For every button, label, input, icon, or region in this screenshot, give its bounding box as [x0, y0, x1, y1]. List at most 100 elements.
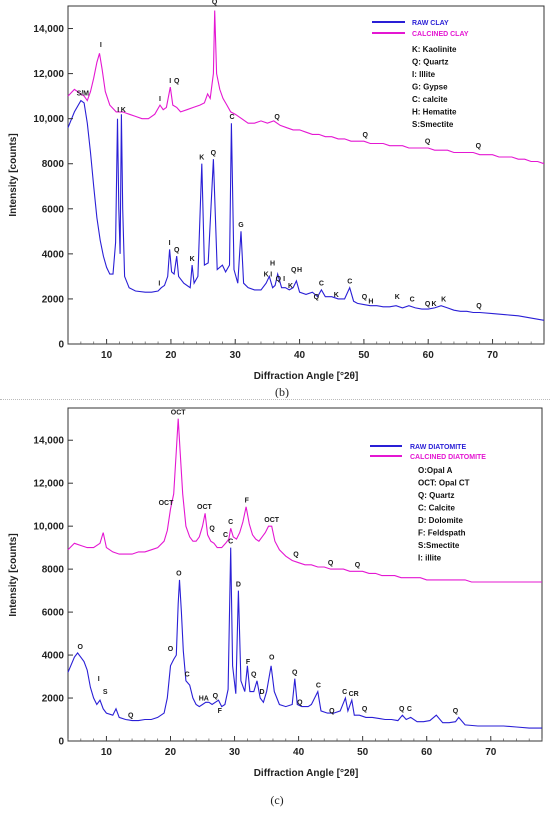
peak-label: I: [100, 42, 102, 49]
series-layer: [67, 10, 545, 321]
x-tick-label: 30: [229, 747, 241, 758]
peak-label: Q: [211, 150, 217, 157]
peak-label: C: [229, 114, 234, 121]
peak-label: C: [410, 296, 415, 303]
mineral-key: O:Opal A OCT: Opal CT Q: Quartz C: Calcite D…: [418, 466, 470, 563]
y-tick-label: 0: [58, 340, 64, 351]
peak-label: I: [117, 107, 119, 114]
y-tick-label: 12,000: [33, 479, 64, 490]
peak-label: K: [190, 256, 195, 263]
y-tick-label: 14,000: [33, 436, 64, 447]
x-tick-label: 10: [101, 350, 113, 361]
peak-label: I: [159, 96, 161, 103]
peak-label: F: [246, 659, 251, 666]
peak-label: O: [269, 655, 275, 662]
y-tick-label: 14,000: [33, 24, 64, 35]
peak-label: Q: [355, 562, 361, 569]
mineral-key-entry: Q: Quartz: [418, 491, 454, 500]
peak-label: Q: [174, 78, 180, 85]
legend-label-calcined-clay: CALCINED CLAY: [412, 31, 469, 38]
mineral-key-entry: K: Kaolinite: [412, 45, 457, 54]
peak-label: Q: [425, 139, 431, 146]
panel-divider: [0, 399, 550, 400]
peak-label: K: [264, 272, 269, 279]
peak-label: I: [169, 78, 171, 85]
peak-label: Q: [212, 0, 218, 6]
peak-label: D: [236, 581, 241, 588]
peak-label: Q: [476, 143, 482, 150]
mineral-key-entry: Q: Quartz: [412, 58, 448, 67]
x-axis-title: Diffraction Angle [°2θ]: [254, 768, 359, 779]
series-layer: [67, 418, 542, 729]
y-tick-label: 8000: [42, 565, 65, 576]
y-axis: 0 2000 4000 6000 8000 10,000 12,000 14,000: [33, 24, 73, 351]
mineral-key-entry: S:Smectite: [412, 120, 454, 129]
x-tick-label: 10: [101, 747, 113, 758]
y-tick-label: 4000: [42, 249, 65, 260]
series-line-raw: [67, 547, 542, 729]
y-tick-label: 10,000: [33, 522, 64, 533]
peak-label: OCT: [159, 500, 175, 507]
peak-label: O: [77, 644, 83, 651]
y-tick-label: 0: [58, 737, 64, 748]
series-line-raw: [67, 99, 545, 321]
peak-label: Q: [213, 693, 219, 700]
peak-label: O: [176, 571, 182, 578]
mineral-key-entry: I: illite: [418, 554, 442, 563]
peak-label: C: [228, 538, 233, 545]
peak-label: Q: [329, 708, 335, 715]
peak-label: Q: [174, 247, 180, 254]
x-tick-label: 70: [487, 350, 499, 361]
mineral-key-entry: F: Feldspath: [418, 529, 466, 538]
peak-label: OCT: [264, 517, 280, 524]
y-tick-label: 8000: [42, 159, 65, 170]
legend: RAW DIATOMITE CALCINED DIATOMITE: [370, 444, 486, 461]
mineral-key-entry: H: Hematite: [412, 108, 457, 117]
peak-label: Q: [314, 294, 320, 301]
peak-label: C: [223, 532, 228, 539]
x-axis: 10 20 30 40 50 60 70: [67, 339, 545, 361]
peak-label: K: [395, 294, 400, 301]
peak-label: I: [283, 276, 285, 283]
x-tick-label: 60: [421, 747, 433, 758]
x-tick-label: 40: [294, 350, 306, 361]
peak-label: Q: [128, 713, 134, 720]
series-line-calcined: [67, 418, 542, 583]
mineral-key: K: Kaolinite Q: Quartz I: Illite G: Gypse C:…: [412, 45, 457, 129]
peak-label: K: [288, 283, 293, 290]
peak-label: H: [270, 260, 275, 267]
peak-label: Q: [453, 708, 459, 715]
mineral-key-entry: D: Dolomite: [418, 516, 463, 525]
mineral-key-entry: S:Smectite: [418, 541, 460, 550]
peak-label: CR: [349, 691, 359, 698]
y-axis-title: Intensity [counts]: [8, 133, 19, 216]
xrd-chart-clay-panel: S/M I I K I I Q Q C Q Q Q Q K Q G I Q K I H K I Q I Q H K C Q K C Q H K C Q K…: [0, 0, 550, 399]
x-tick-label: 50: [357, 747, 369, 758]
legend-label-raw-clay: RAW CLAY: [412, 20, 449, 27]
peak-label: I: [270, 272, 272, 279]
mineral-key-entry: OCT: Opal CT: [418, 479, 470, 488]
x-tick-label: 20: [165, 350, 177, 361]
x-axis: 10 20 30 40 50 60 70: [67, 736, 543, 758]
peak-label: G: [238, 222, 244, 229]
peak-label: Q: [362, 132, 368, 139]
y-tick-label: 10,000: [33, 114, 64, 125]
peak-label: K: [121, 107, 126, 114]
peak-label: Q: [251, 672, 257, 679]
mineral-key-entry: G: Gypse: [412, 83, 448, 92]
peak-label: Q: [291, 267, 297, 274]
peak-label: OCT: [197, 504, 213, 511]
legend: RAW CLAY CALCINED CLAY: [372, 20, 469, 38]
peak-label: F: [218, 708, 223, 715]
y-tick-label: 4000: [42, 651, 65, 662]
peak-label: H: [297, 267, 302, 274]
x-tick-label: 50: [358, 350, 370, 361]
peak-label: Q: [292, 670, 298, 677]
legend-label-raw-diatomite: RAW DIATOMITE: [410, 444, 466, 451]
y-axis-title: Intensity [counts]: [8, 533, 19, 616]
peak-label: C: [407, 706, 412, 713]
